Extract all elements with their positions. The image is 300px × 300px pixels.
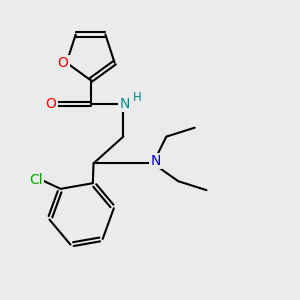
Text: N: N: [150, 154, 161, 168]
Text: N: N: [119, 97, 130, 111]
Text: H: H: [133, 91, 142, 104]
Text: Cl: Cl: [30, 173, 43, 187]
Text: O: O: [46, 97, 56, 111]
Text: O: O: [58, 56, 68, 70]
